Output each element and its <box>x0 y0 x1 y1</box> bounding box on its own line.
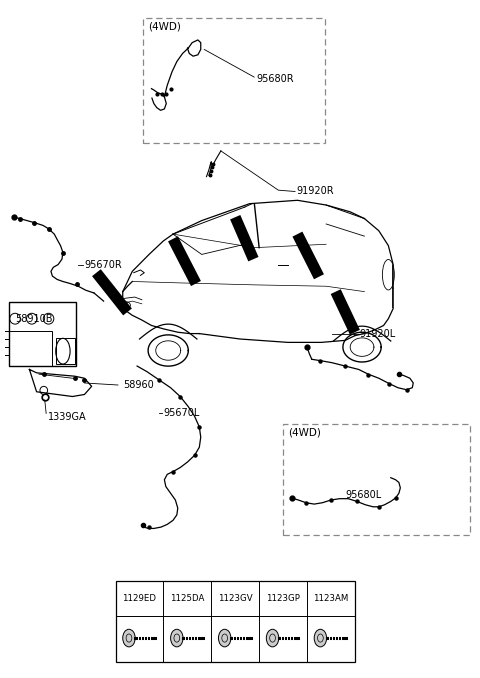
Text: 1125DA: 1125DA <box>170 595 204 603</box>
Text: 95670R: 95670R <box>84 260 122 270</box>
Circle shape <box>170 629 183 647</box>
Circle shape <box>266 629 279 647</box>
Text: (4WD): (4WD) <box>148 22 181 32</box>
Text: (4WD): (4WD) <box>288 428 321 437</box>
Circle shape <box>314 629 326 647</box>
Text: 91920R: 91920R <box>297 186 334 197</box>
Circle shape <box>123 629 135 647</box>
Text: 95670L: 95670L <box>163 408 200 418</box>
Text: 95680L: 95680L <box>345 490 382 500</box>
Text: 58910B: 58910B <box>15 314 52 323</box>
Text: 91920L: 91920L <box>360 329 396 338</box>
Bar <box>283 424 470 535</box>
Circle shape <box>218 629 231 647</box>
Bar <box>56 338 75 364</box>
Text: 1123GP: 1123GP <box>266 595 300 603</box>
Bar <box>9 302 76 366</box>
Bar <box>144 18 325 143</box>
Text: 95680R: 95680R <box>257 73 294 83</box>
Text: 58960: 58960 <box>123 380 154 390</box>
Text: 1129ED: 1129ED <box>122 595 156 603</box>
Text: 1339GA: 1339GA <box>48 412 86 422</box>
Text: 1123GV: 1123GV <box>218 595 252 603</box>
Text: 1123AM: 1123AM <box>313 595 348 603</box>
Bar <box>9 331 52 366</box>
Bar <box>116 581 355 662</box>
